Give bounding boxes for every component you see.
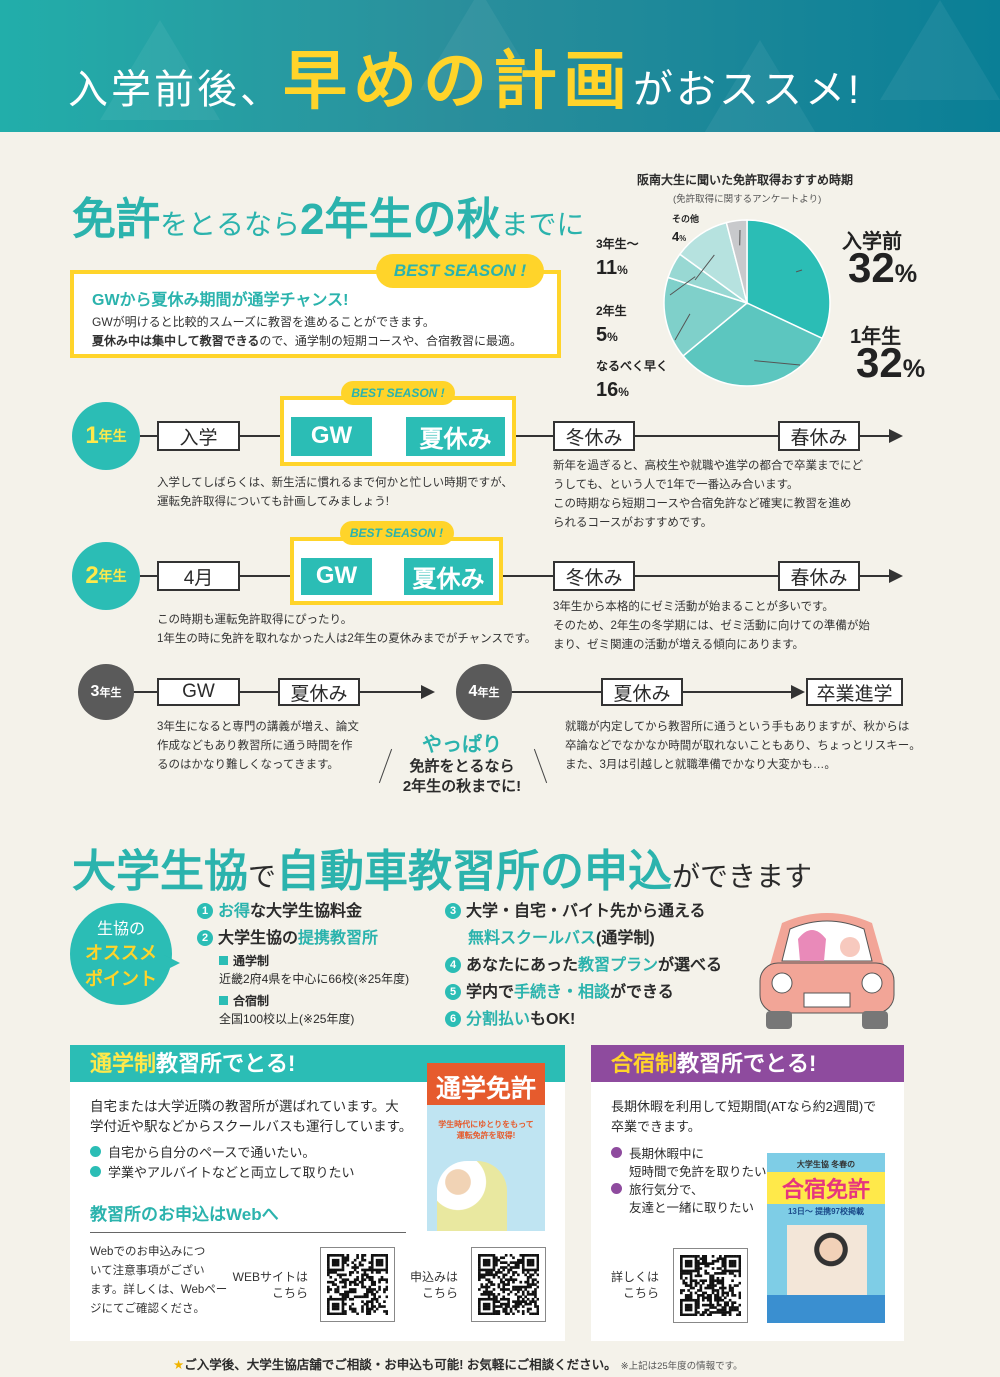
star-icon: ★ [173,1358,185,1372]
period-box: 夏休み [406,416,505,456]
points-col1: 1 お得な大学生協料金 2 大学生協の提携教習所 通学制 近畿2府4県を中心に66校… [197,898,409,1028]
year4-badge: 4 年生 [456,664,512,720]
timeline-note: 入学してしばらくは、新生活に慣れるまで何かと忙しい時期ですが、 運転免許取得につい… [157,477,513,508]
best-season-badge: BEST SEASON ! [339,521,454,545]
page-title: 入学前後、早めの計画がおススメ! [68,45,863,117]
best-season-headline: GWから夏休み期間が通学チャンス! [92,292,349,309]
commute-flyer-image: 通学免許 学生時代にゆとりをもって運転免許を取得! [427,1063,545,1231]
divider [533,748,548,784]
leader-line [754,360,801,366]
period-box: GW [157,678,240,706]
web-apply-heading: 教習所のお申込はWebへ [90,1205,279,1224]
period-box: 入学 [157,421,240,451]
pie-slice [746,219,831,340]
slice-value: 32% [848,244,917,291]
slice-value: 11% [596,257,628,279]
qr-pattern [327,1254,389,1316]
point-2: 2 大学生協の提携教習所 [197,925,409,952]
pie-slice [725,219,748,304]
slice-value: 4% [672,229,686,244]
points-col2: 3 大学・自宅・バイト先から通える 無料スクールバス(通学制) 4 あなたにあった教… [445,898,722,1033]
timeline-line [140,575,890,577]
pie-slice [681,302,824,387]
leader-line [795,269,803,273]
period-box: 冬休み [553,421,635,451]
point-3: 3 大学・自宅・バイト先から通える [445,898,722,925]
slice-label: 2年生 [596,303,627,318]
arrow-right-icon [889,569,903,583]
timeline-note: 3年生になると専門の講義が増え、論文 作成などもあり教習所に通う時間を作 るのはかな… [157,721,359,771]
period-box: 4月 [157,561,240,591]
slice-label: 1年生 [850,324,901,348]
year1-badge: 1 年生 [72,402,140,470]
web-note: Webでのお申込みにつ いて注意事項がござい ます。詳しくは、Webペー ジにてご確認… [90,1246,228,1315]
apply-qr-code[interactable] [471,1247,546,1322]
timeline-note: この時期も運転免許取得にぴったり。 1年生の時に免許を取れなかった人は2年生の夏休… [157,614,537,645]
best-season-badge: BEST SEASON ! [376,254,544,288]
qr-pattern [680,1255,742,1317]
period-box: GW [301,557,372,595]
period-box: 冬休み [553,561,635,591]
slice-label: その他 [672,213,699,224]
bubble-tail [164,955,180,971]
slice-value: 32% [856,339,925,386]
commute-card: 通学制教習所でとる! 自宅または大学近隣の教習所が選ばれています。大 学付近や駅な… [70,1045,565,1341]
slice-label: 入学前 [842,229,902,253]
arrow-right-icon [791,685,805,699]
leader-line [674,313,691,341]
period-box: GW [291,416,372,456]
arrow-right-icon [421,685,435,699]
camp-flyer-image: 大学生協 冬春の 合宿免許 13日〜 提携97校掲載 [767,1153,885,1323]
leader-line [694,254,715,281]
conclusion-callout: やっぱり 免許をとるなら 2年生の秋までに! [402,734,522,795]
arrow-right-icon [889,429,903,443]
period-box: 春休み [778,561,860,591]
slice-value: 5% [596,324,618,346]
period-box: 夏休み [601,678,683,706]
point-1: 1 お得な大学生協料金 [197,898,409,925]
chart-subtitle: (免許取得に関するアンケートより) [673,194,822,205]
period-box: 卒業進学 [806,678,903,706]
timeline-note: 就職が内定してから教習所に通うという手もありますが、秋からは 卒論などでなかなか時… [565,721,921,771]
camp-card: 合宿制教習所でとる! 長期休暇を利用して短期間(ATなら約2週間)で 卒業できます… [591,1045,904,1341]
chart-title: 阪南大生に聞いた免許取得おすすめ時期 [637,173,854,187]
slice-value: 16% [596,379,629,400]
footer-note: ★ご入学後、大学生協店舗でご相談・お申込も可能! お気軽にご相談ください。 ※上記… [173,1358,743,1372]
timeline-note: 3年生から本格的にゼミ活動が始まることが多いです。 そのため、2年生の冬学期には、… [553,601,870,651]
slice-label: なるべく早く [596,359,668,373]
period-box: 春休み [778,421,860,451]
best-season-badge: BEST SEASON ! [341,381,455,405]
car-illustration-icon [759,913,895,1029]
section1-title: 免許をとるなら2年生の秋までに [72,195,585,244]
point-6: 6 分割払いもOK! [445,1006,722,1033]
leader-line [669,276,696,296]
header-banner: 入学前後、早めの計画がおススメ! [0,0,1000,132]
timeline-note: 新年を過ぎると、高校生や就職や進学の都合で卒業までにど うしても、という人で1年で… [553,460,864,529]
timeline-line [130,691,425,693]
recommend-bubble: 生協の オススメ ポイント [70,903,172,1005]
slice-label: 3年生〜 [596,236,639,251]
year2-badge: 2 年生 [72,542,140,610]
point-5: 5 学内で手続き・相談ができる [445,979,722,1006]
camp-card-header: 合宿制教習所でとる! [591,1045,904,1082]
year3-badge: 3 年生 [78,664,134,720]
website-qr-code[interactable] [320,1247,395,1322]
camp-qr-code[interactable] [673,1248,748,1323]
period-box: 夏休み [404,557,493,595]
divider [378,748,393,784]
qr-pattern [478,1254,540,1316]
period-box: 夏休み [278,678,360,706]
section2-title: 大学生協で自動車教習所の申込ができます [72,847,813,896]
point-4: 4 あなたにあった教習プランが選べる [445,952,722,979]
